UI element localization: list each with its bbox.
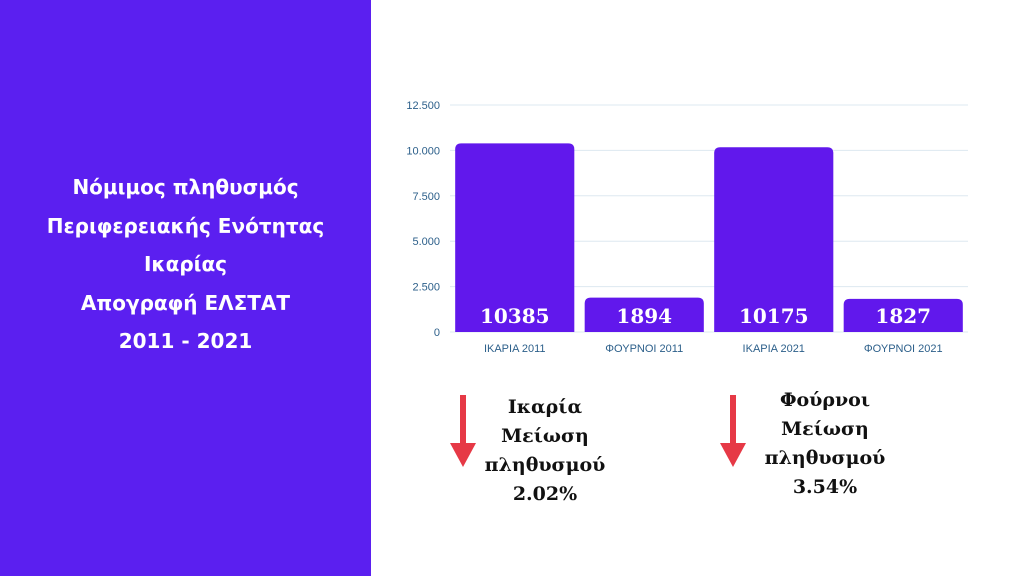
title-line: Περιφερειακής Ενότητας (46, 213, 325, 238)
y-tick-label: 12.500 (406, 100, 440, 112)
note-line: Ικαρία (507, 396, 583, 418)
bar (843, 298, 963, 332)
note-line: Μείωση (501, 425, 589, 447)
x-category-label: ΙΚΑΡΙΑ 2011 (484, 343, 546, 355)
note-line: 2.02% (512, 483, 578, 505)
bar (714, 147, 834, 332)
bar-value-label: 1827 (875, 304, 931, 328)
title-panel: Νόμιμος πληθυσμός Περιφερειακής Ενότητας… (0, 0, 371, 576)
bar (584, 297, 704, 332)
y-tick-label: 0 (434, 327, 440, 339)
y-tick-label: 5.000 (412, 236, 440, 248)
x-category-label: ΦΟΥΡΝΟΙ 2011 (605, 343, 683, 355)
fournoi-decrease-note: Φούρνοι Μείωση πληθυσμού 3.54% (750, 386, 900, 502)
title-line: Απογραφή ΕΛΣΤΑΤ (80, 290, 291, 315)
title-line: 2011 - 2021 (118, 329, 253, 353)
population-bar-chart: 0 2.500 5.000 7.500 10.000 12.500 10385 ΙΚΑΡΙΑ … (406, 100, 968, 355)
note-line: 3.54% (792, 476, 858, 498)
bar-value-label: 10385 (480, 304, 550, 328)
ikaria-decrease-note: Ικαρία Μείωση πληθυσμού 2.02% (470, 393, 620, 509)
arrow-down-icon (720, 395, 746, 467)
title-block: Νόμιμος πληθυσμός Περιφερειακής Ενότητας… (0, 168, 371, 361)
bar-value-label: 1894 (616, 304, 672, 328)
title-line: Νόμιμος πληθυσμός (72, 175, 299, 199)
note-line: πληθυσμού (484, 454, 606, 476)
y-tick-label: 10.000 (406, 145, 440, 157)
bar (455, 143, 575, 332)
note-line: Μείωση (781, 418, 869, 440)
x-category-label: ΙΚΑΡΙΑ 2021 (743, 343, 805, 355)
y-tick-label: 7.500 (412, 191, 440, 203)
title-line: Ικαρίας (143, 252, 228, 276)
note-line: Φούρνοι (779, 389, 871, 411)
bar-value-label: 10175 (739, 304, 809, 328)
x-category-label: ΦΟΥΡΝΟΙ 2021 (864, 343, 943, 355)
note-line: πληθυσμού (764, 447, 886, 469)
y-tick-label: 2.500 (412, 282, 440, 294)
arrow-down-icon (450, 395, 476, 467)
